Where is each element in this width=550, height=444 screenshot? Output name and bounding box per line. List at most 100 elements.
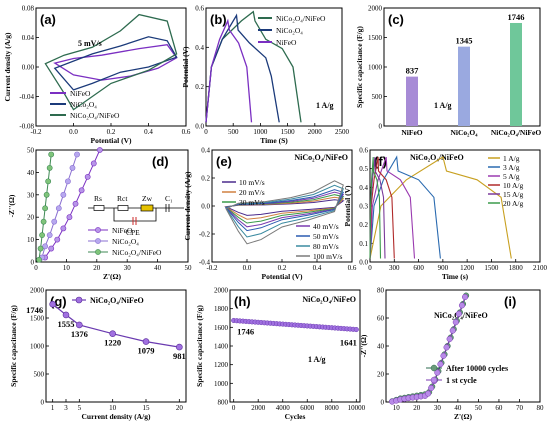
x-tick-label: 10000 xyxy=(348,404,366,412)
eis-cycle-point xyxy=(428,384,435,392)
x-tick-label: 0.4 xyxy=(313,264,322,272)
legend-label: NiFeO xyxy=(112,226,133,235)
y-axis-label: -Z''(Ω) xyxy=(7,194,16,217)
y-tick-label: 30 xyxy=(27,191,35,199)
y-tick-label: 0 xyxy=(31,259,35,267)
x-tick-label: 4000 xyxy=(276,404,291,412)
x-axis-label: Z'(Ω) xyxy=(103,272,122,281)
eis-point xyxy=(42,205,49,212)
eis-point xyxy=(40,218,47,225)
x-tick-label: 500 xyxy=(228,128,239,136)
rate-point xyxy=(142,338,150,345)
x-tick-label: 50 xyxy=(185,264,193,272)
eis-cycle-point xyxy=(462,293,469,301)
bar-value-label: 1345 xyxy=(456,36,473,46)
category-label: NiCo₂O₄/NiFeO xyxy=(491,128,541,137)
x-tick-label: 3 xyxy=(64,404,68,412)
eis-point xyxy=(36,256,42,263)
x-tick-label: 20 xyxy=(93,264,101,272)
eis-point xyxy=(45,178,52,185)
legend-label: 10 mV/s xyxy=(239,178,265,187)
y-tick-label: 1500 xyxy=(30,315,45,323)
cv-curve xyxy=(44,13,178,111)
x-tick-label: -0.2 xyxy=(206,264,218,272)
x-tick-label: 900 xyxy=(438,264,449,272)
circuit-label-cpe: CPE xyxy=(126,228,140,237)
y-tick-label: 0.2 xyxy=(359,221,368,229)
y-tick-label: 80 xyxy=(377,287,385,295)
y-tick-label: 40 xyxy=(377,343,385,351)
y-tick-label: 1000 xyxy=(214,380,229,388)
x-tick-label: 0.0 xyxy=(69,128,78,136)
legend-label: NiCo₂O₄/NiFeO xyxy=(276,14,326,23)
eis-cycle-point xyxy=(440,352,447,359)
legend-label: 10 A/g xyxy=(503,181,523,190)
eis-cycle-point xyxy=(434,369,441,376)
y-tick-label: 0.4 xyxy=(359,184,368,192)
rate-value-label: 1746 xyxy=(26,305,43,315)
y-tick-label: 0.04 xyxy=(22,34,35,42)
x-tick-label: 0 xyxy=(232,404,236,412)
panel-label: (a) xyxy=(40,12,56,27)
eis-cycle-point xyxy=(443,344,450,351)
eis-point xyxy=(51,218,58,225)
legend-label: NiCo₂O₄ xyxy=(276,26,303,35)
warburg-element xyxy=(140,204,154,212)
y-tick-label: 0.0 xyxy=(359,259,368,267)
x-tick-label: 0 xyxy=(368,264,372,272)
y-axis-label: Specific capacitance (F/g) xyxy=(195,305,204,387)
eis-point xyxy=(96,147,103,153)
rate-value-label: 1376 xyxy=(71,329,88,339)
eis-point xyxy=(74,151,80,158)
eis-point xyxy=(90,160,97,167)
y-tick-label: 0.2 xyxy=(201,175,210,183)
legend-label: NiCo₂O₄/NiFeO xyxy=(112,248,162,257)
gcd-curve xyxy=(205,13,280,123)
x-tick-label: 10 xyxy=(393,404,401,412)
x-tick-label: 50 xyxy=(475,404,483,412)
scan-rate-label: 5 mV/s xyxy=(78,39,102,48)
y-tick-label: 2000 xyxy=(30,287,45,295)
x-tick-label: 2500 xyxy=(335,128,350,136)
panel-label: (e) xyxy=(216,154,232,169)
current-density-label: 1 A/g xyxy=(316,101,334,110)
legend-label: After 10000 cycles xyxy=(446,364,508,373)
x-tick-label: 300 xyxy=(389,264,400,272)
legend-label: 5 A/g xyxy=(503,172,520,181)
y-tick-label: 0.3 xyxy=(359,203,368,211)
y-tick-label: 0.2 xyxy=(195,83,204,91)
cv-curve xyxy=(53,44,178,81)
panel-label: (i) xyxy=(504,294,516,309)
y-tick-label: 0.6 xyxy=(359,147,368,155)
legend-marker xyxy=(95,249,101,255)
eis-point xyxy=(65,178,71,185)
circuit-label-c1: C₁ xyxy=(165,194,173,203)
x-tick-label: 70 xyxy=(516,404,524,412)
legend-marker xyxy=(430,376,438,384)
y-tick-label: 20 xyxy=(27,214,35,222)
gcd-rate-curve xyxy=(369,156,416,259)
y-tick-label: 0.08 xyxy=(22,5,35,13)
bar-value-label: 837 xyxy=(406,66,420,76)
x-tick-label: 40 xyxy=(454,404,462,412)
eis-cycle-point xyxy=(437,361,444,368)
rate-point xyxy=(62,311,70,319)
panel-label: (c) xyxy=(388,12,404,27)
y-axis-label: -Z''(Ω) xyxy=(359,334,368,357)
eis-point xyxy=(48,245,55,252)
y-tick-label: 1000 xyxy=(368,64,383,72)
rate-point xyxy=(176,343,183,351)
x-tick-label: 600 xyxy=(413,264,424,272)
legend-label: 40 mV/s xyxy=(313,222,339,231)
eis-point xyxy=(54,236,61,243)
x-tick-label: 1 xyxy=(51,404,55,412)
cycle-point xyxy=(353,326,359,333)
legend-label: NiCo₂O₄ xyxy=(70,100,97,109)
y-axis-label: Specific capacitance (F/g) xyxy=(9,305,18,387)
gcd-curve xyxy=(205,18,253,123)
chart-title: NiCo₂O₄/NiFeO xyxy=(410,153,464,162)
eis-point xyxy=(78,187,85,194)
circuit-label-zw: Zw xyxy=(142,194,153,203)
x-tick-label: 80 xyxy=(537,404,545,412)
legend-label: 100 mV/s xyxy=(313,252,342,261)
